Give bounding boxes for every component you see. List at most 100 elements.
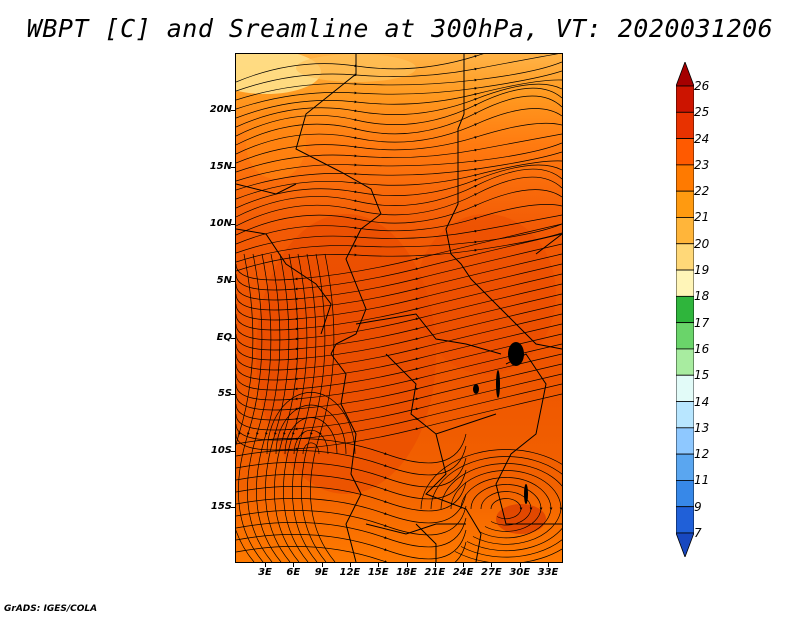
colorbar-segment (675, 401, 695, 429)
streamline (236, 54, 559, 92)
colorbar-label-13: 13 (694, 420, 710, 435)
streamline (236, 61, 562, 101)
country-borders (236, 54, 562, 562)
colorbar-label-11: 11 (694, 473, 710, 488)
warm-spot-southeast (496, 504, 546, 534)
streamline (430, 456, 562, 558)
lon-label-27e: 27E (481, 567, 502, 578)
streamline (275, 404, 347, 455)
streamline (420, 449, 562, 562)
streamline (236, 223, 562, 263)
streamline (440, 463, 562, 552)
lat-label-10s: 10S (210, 445, 232, 456)
streamline (236, 505, 467, 536)
streamline (236, 393, 562, 451)
lat-tick (231, 167, 235, 168)
streamline (236, 493, 467, 524)
colorbar-label-15: 15 (694, 368, 710, 383)
colorbar-segment (675, 111, 695, 139)
lon-tick (293, 563, 295, 567)
colorbar-label-12: 12 (694, 447, 710, 462)
colorbar-segment (675, 322, 695, 350)
lat-label-15n: 15N (209, 161, 232, 172)
lat-tick (231, 338, 235, 339)
colorbar (675, 60, 695, 559)
streamline (236, 469, 467, 500)
lat-label-20n: 20N (209, 104, 232, 115)
streamline (236, 232, 562, 272)
lon-label-24e: 24E (452, 567, 474, 578)
streamline (301, 253, 327, 562)
lake-tanganyika (496, 370, 500, 398)
streamline (256, 253, 282, 562)
lon-tick (265, 563, 266, 567)
colorbar-bottom-arrow (675, 532, 695, 559)
colorbar-segment (675, 85, 695, 113)
colorbar-segment (675, 374, 695, 402)
lat-label-10n: 10N (209, 218, 232, 229)
lon-label-15e: 15E (367, 567, 389, 578)
lon-label-9e: 9E (314, 567, 329, 578)
lon-tick (378, 563, 380, 567)
streamline (450, 470, 562, 545)
lat-label-5s: 5S (217, 388, 232, 399)
colorbar-label-26: 26 (694, 79, 710, 93)
lon-tick (321, 563, 323, 567)
lon-tick (519, 563, 521, 567)
lat-label-eq: EQ (216, 332, 232, 343)
colorbar-segment (675, 190, 695, 218)
lat-tick (231, 281, 235, 282)
colorbar-label-23: 23 (694, 157, 710, 172)
lat-tick (231, 394, 235, 395)
streamline (236, 253, 255, 562)
colorbar-segment (675, 138, 695, 166)
colorbar-label-9: 9 (694, 499, 702, 514)
streamline (236, 457, 467, 488)
colorbar-label-19: 19 (694, 263, 710, 278)
colorbar-segment (675, 348, 695, 376)
lat-tick (231, 110, 235, 111)
colorbar-segment (675, 295, 695, 324)
lake-kivu (473, 384, 479, 394)
lakes (473, 342, 528, 504)
streamline (460, 477, 553, 539)
colorbar-segment (675, 506, 695, 534)
streamline (480, 491, 533, 526)
streamline (236, 445, 467, 476)
colorbar-segment (675, 480, 695, 508)
colorbar-segment (675, 427, 695, 455)
streamline (302, 442, 320, 455)
streamline (274, 253, 300, 562)
colorbar-label-16: 16 (694, 341, 710, 356)
lon-label-33e: 33E (537, 567, 559, 578)
colorbar-label-20: 20 (694, 236, 710, 251)
lon-label-21e: 21E (424, 567, 446, 578)
colorbar-segment (675, 243, 695, 271)
streamline (247, 253, 273, 562)
colorbar-graphic (675, 60, 695, 559)
grads-credit: GrADS: IGES/COLA (4, 604, 98, 614)
colorbar-label-21: 21 (694, 210, 710, 225)
streamline (236, 541, 467, 562)
colorbar-label-24: 24 (694, 131, 710, 146)
lon-tick (463, 563, 465, 567)
colorbar-label-17: 17 (694, 315, 710, 330)
lon-label-18e: 18E (396, 567, 417, 578)
streamline (283, 253, 309, 562)
lon-tick (406, 563, 408, 567)
colorbar-segment (675, 217, 695, 245)
lon-tick (491, 563, 493, 567)
streamline (266, 392, 356, 455)
streamline (236, 133, 562, 173)
streamlines (236, 54, 562, 562)
lon-tick (548, 563, 549, 567)
lat-tick (231, 451, 235, 452)
lon-label-30e: 30E (509, 567, 531, 578)
streamline (236, 433, 467, 464)
colorbar-label-14: 14 (694, 394, 710, 409)
lon-label-6e: 6E (286, 567, 301, 578)
lat-tick (231, 507, 235, 508)
colorbar-label-18: 18 (694, 289, 710, 304)
colorbar-label-7: 7 (694, 526, 702, 540)
streamline (490, 498, 523, 519)
